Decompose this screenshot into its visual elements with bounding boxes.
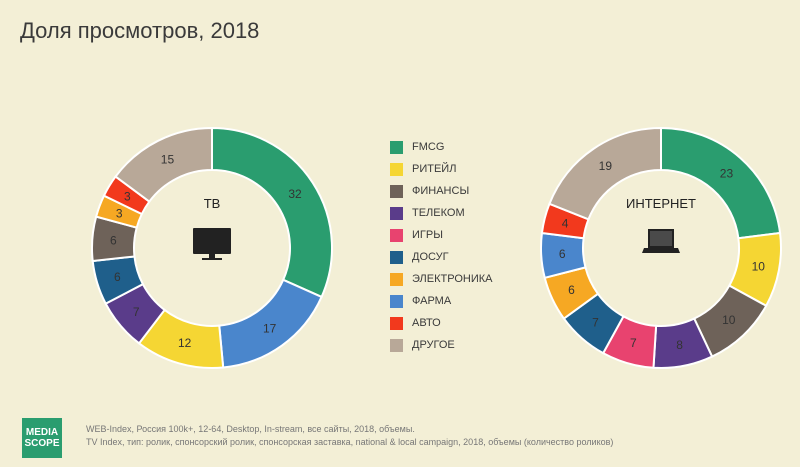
slice-value-label: 3 xyxy=(124,190,131,204)
laptop-icon xyxy=(642,229,680,253)
legend-swatch xyxy=(390,250,403,264)
slice-value-label: 32 xyxy=(288,187,302,201)
slice-value-label: 6 xyxy=(110,233,117,247)
slice-value-label: 15 xyxy=(161,153,175,167)
donut-tv: 32 17 12 7 6 6 33 15 ТВ xyxy=(91,126,333,369)
legend-label: ДОСУГ xyxy=(412,251,449,263)
slice-value-label: 19 xyxy=(599,159,613,173)
legend-swatch xyxy=(390,316,403,330)
slice-value-label: 3 xyxy=(116,206,123,220)
chart-legend: FMCG РИТЕЙЛ ФИНАНСЫ ТЕЛЕКОМ ИГРЫ ДОСУГ ЭЛЕКТРО… xyxy=(390,136,492,356)
legend-item: ДРУГОЕ xyxy=(390,334,492,356)
legend-item: ДОСУГ xyxy=(390,246,492,268)
legend-item: ИГРЫ xyxy=(390,224,492,246)
donut-center-title: ТВ xyxy=(204,196,221,211)
slice-value-label: 12 xyxy=(178,336,192,350)
legend-swatch xyxy=(390,272,403,286)
slice-value-label: 7 xyxy=(592,315,599,329)
legend-item: ТЕЛЕКОМ xyxy=(390,202,492,224)
legend-label: ЭЛЕКТРОНИКА xyxy=(412,273,493,285)
legend-swatch xyxy=(390,228,403,242)
legend-label: ИГРЫ xyxy=(412,229,443,241)
donut-slice xyxy=(114,126,213,203)
slice-value-label: 10 xyxy=(752,260,766,274)
donut-slice xyxy=(548,126,662,221)
legend-label: ТЕЛЕКОМ xyxy=(412,207,465,219)
slice-value-label: 6 xyxy=(568,283,575,297)
slice-value-label: 7 xyxy=(630,336,637,350)
legend-swatch xyxy=(390,162,403,176)
donut-slice xyxy=(211,126,333,299)
mediascope-logo: MEDIA SCOPE xyxy=(22,418,62,458)
legend-label: FMCG xyxy=(412,141,445,153)
slice-value-label: 23 xyxy=(720,167,734,181)
legend-label: АВТО xyxy=(412,317,441,329)
legend-swatch xyxy=(390,294,403,308)
slice-value-label: 6 xyxy=(559,247,566,261)
legend-item: АВТО xyxy=(390,312,492,334)
legend-item: FMCG xyxy=(390,136,492,158)
slice-value-label: 10 xyxy=(722,313,736,327)
logo-line-1: MEDIA xyxy=(25,427,59,438)
slice-value-label: 8 xyxy=(676,338,683,352)
legend-swatch xyxy=(390,338,403,352)
legend-swatch xyxy=(390,206,403,220)
donut-internet: 23 10 10 8 7 7 6 6 4 19 ИНТЕРНЕТ xyxy=(540,126,782,369)
donut-slice xyxy=(660,126,782,240)
slice-value-label: 7 xyxy=(133,305,140,319)
tv-icon xyxy=(193,228,231,260)
legend-item: РИТЕЙЛ xyxy=(390,158,492,180)
legend-item: ФИНАНСЫ xyxy=(390,180,492,202)
source-note-tv: TV Index, тип: ролик, спонсорский ролик,… xyxy=(86,437,614,447)
legend-swatch xyxy=(390,184,403,198)
legend-label: ДРУГОЕ xyxy=(412,339,455,351)
source-notes: WEB-Index, Россия 100k+, 12-64, Desktop,… xyxy=(86,423,613,449)
page-title: Доля просмотров, 2018 xyxy=(20,18,260,43)
slice-value-label: 6 xyxy=(114,270,121,284)
slice-value-label: 4 xyxy=(562,216,569,230)
logo-line-2: SCOPE xyxy=(24,438,60,449)
legend-label: ФАРМА xyxy=(412,295,452,307)
legend-label: ФИНАНСЫ xyxy=(412,185,470,197)
slice-value-label: 17 xyxy=(263,321,277,335)
donut-center-title: ИНТЕРНЕТ xyxy=(626,196,696,211)
legend-swatch xyxy=(390,140,403,154)
legend-item: ФАРМА xyxy=(390,290,492,312)
legend-item: ЭЛЕКТРОНИКА xyxy=(390,268,492,290)
source-note-web: WEB-Index, Россия 100k+, 12-64, Desktop,… xyxy=(86,424,415,434)
legend-label: РИТЕЙЛ xyxy=(412,163,457,175)
